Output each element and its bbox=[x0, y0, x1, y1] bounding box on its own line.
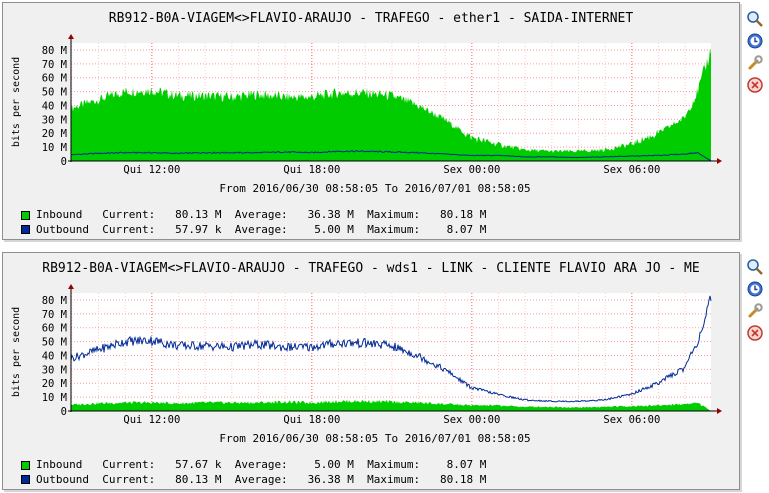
y-axis-label: bits per second bbox=[11, 57, 22, 147]
y-tick-label: 40 M bbox=[42, 350, 67, 362]
series-inbound-area bbox=[71, 399, 711, 411]
graph-panel-ether1: RB912-B0A-VIAGEM<>FLAVIO-ARAUJO - TRAFEG… bbox=[2, 2, 740, 240]
outbound-swatch bbox=[21, 475, 30, 485]
y-tick-label: 60 M bbox=[42, 73, 67, 85]
series-inbound-area bbox=[71, 48, 711, 162]
outbound-swatch bbox=[21, 225, 30, 235]
legend-text: Outbound Current: 80.13 M Average: 36.38… bbox=[36, 472, 487, 486]
legend-text: Inbound Current: 57.67 k Average: 5.00 M… bbox=[36, 458, 487, 471]
zoom-icon[interactable] bbox=[746, 10, 764, 28]
series-outbound-line bbox=[70, 295, 712, 403]
graph-title: RB912-B0A-VIAGEM<>FLAVIO-ARAUJO - TRAFEG… bbox=[42, 261, 700, 276]
legend-row-outbound: Outbound Current: 57.97 k Average: 5.00 … bbox=[21, 223, 486, 238]
inbound-swatch bbox=[21, 210, 30, 220]
y-tick-label: 30 M bbox=[42, 364, 67, 376]
delete-icon[interactable] bbox=[746, 76, 764, 94]
legend-row-inbound: Inbound Current: 57.67 k Average: 5.00 M… bbox=[21, 458, 486, 473]
traffic-chart-wds1: 0 10 M 20 M 30 M 40 M50 M 60 M 70 M 80 M Qui 12:… bbox=[11, 284, 722, 445]
period-text: From 2016/06/30 08:58:05 To 2016/07/01 0… bbox=[219, 432, 530, 445]
legend-row-inbound: Inbound Current: 80.13 M Average: 36.38 … bbox=[21, 208, 486, 223]
x-tick-label: Sex 00:00 bbox=[443, 164, 500, 176]
wrench-icon[interactable] bbox=[746, 54, 764, 72]
graph-panel-wds1: RB912-B0A-VIAGEM<>FLAVIO-ARAUJO - TRAFEG… bbox=[2, 252, 740, 490]
wrench-icon[interactable] bbox=[746, 302, 764, 320]
graph-title: RB912-B0A-VIAGEM<>FLAVIO-ARAUJO - TRAFEG… bbox=[108, 11, 634, 26]
inbound-swatch bbox=[21, 460, 30, 470]
x-tick-label: Qui 12:00 bbox=[123, 414, 180, 426]
graph-toolbar bbox=[746, 10, 766, 98]
zoom-icon[interactable] bbox=[746, 258, 764, 276]
clock-arrow-icon[interactable] bbox=[746, 280, 764, 298]
y-tick-label: 70 M bbox=[42, 59, 67, 71]
x-tick-label: Sex 00:00 bbox=[443, 414, 500, 426]
y-tick-label: 20 M bbox=[42, 128, 67, 140]
y-tick-label: 40 M bbox=[42, 100, 67, 112]
y-tick-label: 10 M bbox=[42, 392, 67, 404]
legend: Inbound Current: 80.13 M Average: 36.38 … bbox=[21, 208, 486, 237]
legend-text: Outbound Current: 57.97 k Average: 5.00 … bbox=[36, 222, 487, 236]
y-tick-label: 20 M bbox=[42, 378, 67, 390]
y-tick-label: 0 bbox=[61, 156, 67, 168]
x-tick-label: Sex 06:00 bbox=[603, 414, 660, 426]
x-tick-label: Qui 12:00 bbox=[123, 164, 180, 176]
y-tick-label: 80 M bbox=[42, 45, 67, 57]
y-axis-arrow bbox=[68, 34, 74, 39]
y-axis-label: bits per second bbox=[11, 307, 22, 397]
x-axis-arrow bbox=[717, 158, 722, 164]
graph-toolbar bbox=[746, 258, 766, 346]
delete-icon[interactable] bbox=[746, 324, 764, 342]
series-outbound-line bbox=[70, 150, 712, 162]
traffic-chart-ether1: 0 10 M 20 M 30 M 40 M50 M 60 M 70 M 80 M Qui 12:… bbox=[11, 34, 722, 195]
y-tick-label: 50 M bbox=[42, 87, 67, 99]
legend-text: Inbound Current: 80.13 M Average: 36.38 … bbox=[36, 208, 487, 221]
period-text: From 2016/06/30 08:58:05 To 2016/07/01 0… bbox=[219, 182, 530, 195]
y-tick-label: 10 M bbox=[42, 142, 67, 154]
y-tick-label: 50 M bbox=[42, 337, 67, 349]
legend-row-outbound: Outbound Current: 80.13 M Average: 36.38… bbox=[21, 473, 486, 488]
y-tick-label: 80 M bbox=[42, 295, 67, 307]
y-tick-label: 0 bbox=[61, 406, 67, 418]
x-tick-label: Sex 06:00 bbox=[603, 164, 660, 176]
y-axis-arrow bbox=[68, 284, 74, 289]
y-tick-label: 70 M bbox=[42, 309, 67, 321]
y-tick-label: 60 M bbox=[42, 323, 67, 335]
clock-arrow-icon[interactable] bbox=[746, 32, 764, 50]
y-tick-label: 30 M bbox=[42, 114, 67, 126]
x-tick-label: Qui 18:00 bbox=[283, 164, 340, 176]
x-tick-label: Qui 18:00 bbox=[283, 414, 340, 426]
legend: Inbound Current: 57.67 k Average: 5.00 M… bbox=[21, 458, 486, 487]
plot-area bbox=[71, 293, 711, 411]
x-axis-arrow bbox=[717, 408, 722, 414]
